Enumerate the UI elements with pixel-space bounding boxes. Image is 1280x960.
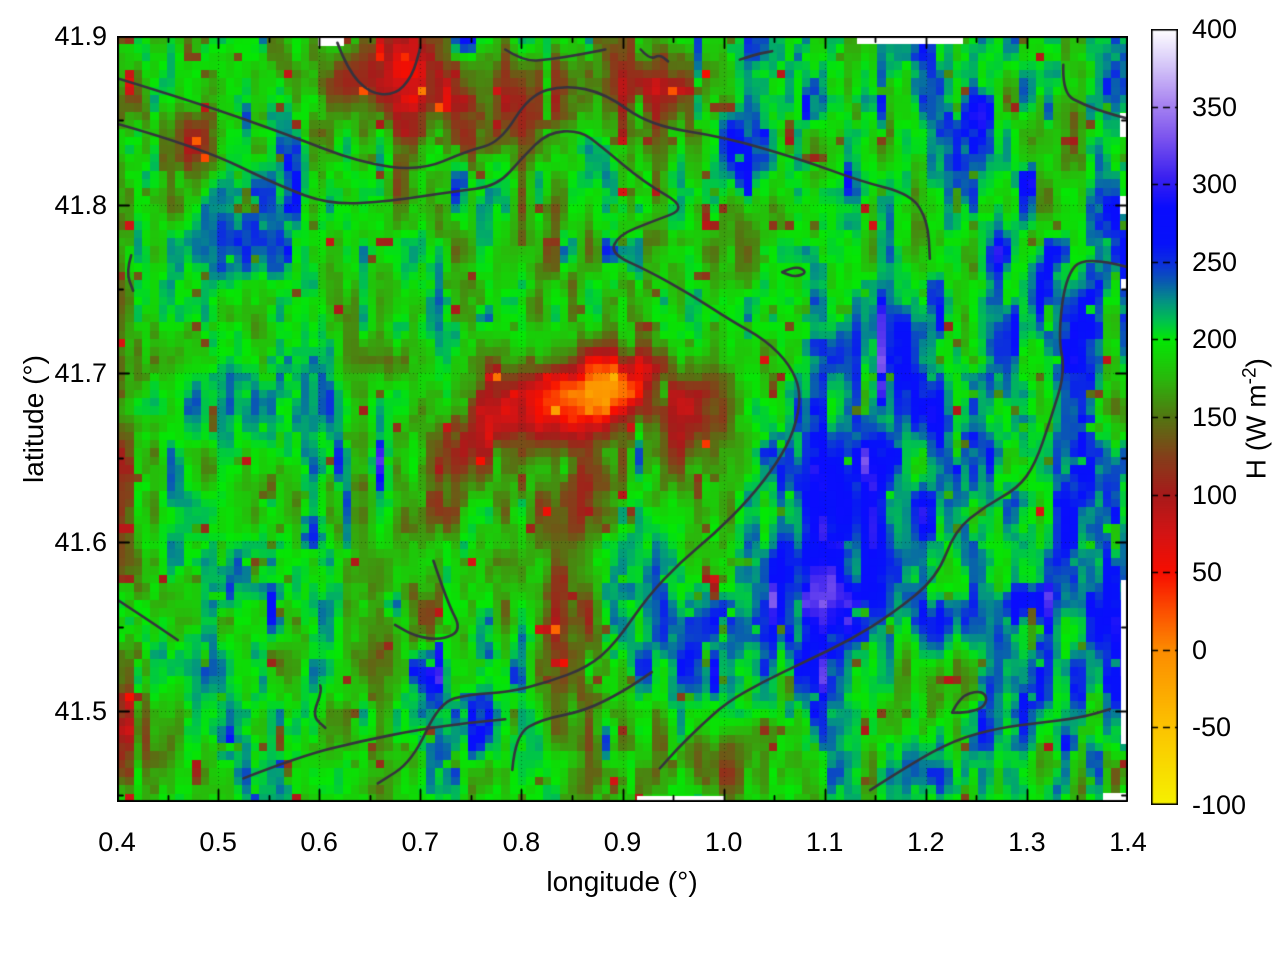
colorbar-tick-label: -50 <box>1192 712 1232 743</box>
colorbar-canvas <box>1151 29 1178 805</box>
colorbar-tick-label: 50 <box>1192 557 1223 588</box>
heatmap-canvas <box>117 36 1128 802</box>
x-tick-label: 1.2 <box>907 827 945 857</box>
colorbar-title-sup: -2 <box>1239 367 1261 385</box>
x-tick-label: 0.9 <box>603 827 642 857</box>
colorbar-tick-label: 0 <box>1192 634 1208 665</box>
y-tick-label: 41.8 <box>54 189 107 220</box>
colorbar-tick-label: 400 <box>1192 14 1238 44</box>
colorbar-tick-label: -100 <box>1192 790 1247 820</box>
x-tick-label: 1.0 <box>704 827 743 857</box>
colorbar-tick-label: 100 <box>1192 479 1238 510</box>
colorbar-tick-label: 150 <box>1192 402 1238 432</box>
x-axis-title: longitude (°) <box>546 866 698 897</box>
x-tick-label: 0.7 <box>401 827 440 857</box>
y-tick-label: 41.9 <box>54 21 107 51</box>
y-tick-label: 41.6 <box>54 527 107 558</box>
x-tick-label: 0.4 <box>98 827 136 857</box>
x-tick-label: 1.1 <box>805 827 844 857</box>
colorbar-tick-label: 250 <box>1192 246 1238 277</box>
x-tick-label: 1.3 <box>1008 827 1046 857</box>
colorbar-tick-label: 200 <box>1192 324 1238 355</box>
x-tick-label: 0.8 <box>502 827 541 857</box>
x-tick-label: 0.6 <box>300 827 338 857</box>
colorbar-title-suffix: ) <box>1240 358 1272 368</box>
y-tick-label: 41.5 <box>54 695 107 726</box>
colorbar-tick-label: 350 <box>1192 91 1238 122</box>
x-tick-label: 1.4 <box>1109 827 1147 857</box>
x-tick-label: 0.5 <box>199 827 237 857</box>
y-tick-label: 41.7 <box>54 358 107 389</box>
y-axis-title: latitude (°) <box>18 355 49 483</box>
colorbar-tick-label: 300 <box>1192 169 1238 200</box>
